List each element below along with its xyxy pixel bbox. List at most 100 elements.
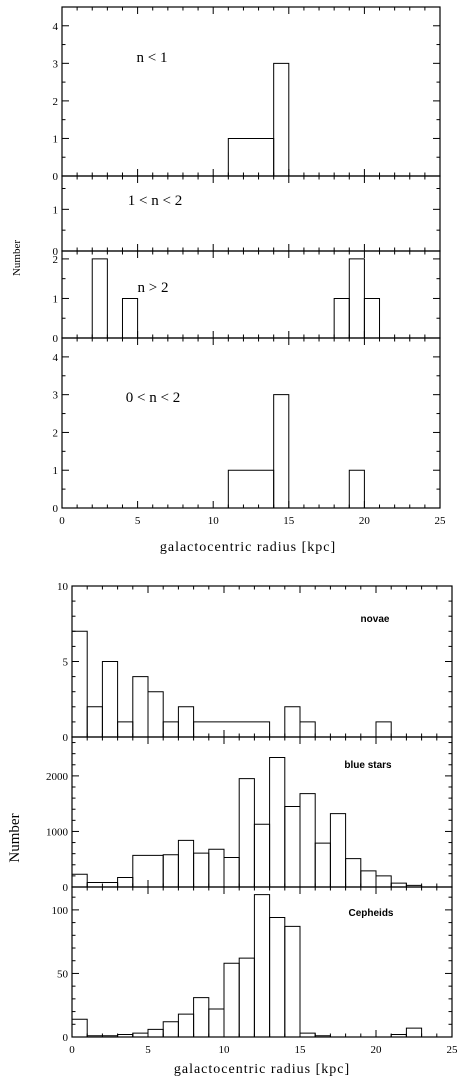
histogram-bar bbox=[299, 793, 316, 887]
panel-label: Cepheids bbox=[348, 908, 393, 919]
y-tick-label: 0 bbox=[53, 333, 59, 345]
histogram-bar bbox=[227, 469, 275, 508]
x-tick-label: 15 bbox=[295, 1044, 307, 1056]
panel-label: n > 2 bbox=[138, 280, 169, 296]
y-tick-label: 4 bbox=[53, 352, 59, 364]
y-tick-label: 2000 bbox=[46, 771, 69, 783]
x-tick-label: 5 bbox=[135, 515, 141, 527]
x-tick-label: 25 bbox=[447, 1044, 458, 1056]
histogram-bar bbox=[223, 962, 240, 1037]
histogram-bar bbox=[329, 813, 347, 887]
panel-frame bbox=[71, 585, 453, 738]
x-tick-label: 10 bbox=[219, 1044, 231, 1056]
histogram-bar bbox=[253, 823, 271, 887]
y-tick-label: 5 bbox=[63, 657, 69, 669]
y-tick-label: 2 bbox=[53, 96, 59, 108]
histogram-bar bbox=[193, 997, 210, 1037]
histogram-bar bbox=[284, 706, 301, 737]
x-tick-label: 0 bbox=[69, 1044, 75, 1056]
y-tick-label: 1 bbox=[53, 293, 59, 305]
histogram-bar bbox=[177, 839, 195, 887]
histogram-bar bbox=[147, 1028, 164, 1037]
y-tick-label: 100 bbox=[52, 905, 69, 917]
panel-frame bbox=[61, 337, 441, 509]
y-tick-label: 10 bbox=[57, 581, 69, 593]
histogram-bar bbox=[132, 676, 149, 737]
histogram-bar bbox=[71, 873, 88, 887]
histogram-bar bbox=[273, 62, 290, 176]
histogram-bar bbox=[193, 721, 271, 737]
y-tick-label: 0 bbox=[53, 503, 59, 515]
histogram-bar bbox=[375, 875, 392, 887]
histogram-bar bbox=[273, 394, 290, 508]
histogram-bar bbox=[314, 842, 331, 887]
histogram-bar bbox=[177, 706, 195, 737]
y-tick-label: 0 bbox=[53, 246, 59, 258]
histogram-bar bbox=[117, 877, 134, 887]
y-tick-label: 4 bbox=[53, 21, 59, 33]
histogram-bar bbox=[253, 894, 271, 1037]
histogram-bar bbox=[121, 297, 139, 338]
panel-frame bbox=[61, 175, 441, 252]
y-tick-label: 0 bbox=[63, 732, 69, 744]
histogram-bar bbox=[269, 917, 286, 1037]
x-tick-label: 0 bbox=[59, 515, 65, 527]
histogram-bar bbox=[299, 1032, 316, 1037]
histogram-bar bbox=[117, 721, 134, 737]
histogram-bar bbox=[208, 1008, 225, 1037]
histogram-bar bbox=[71, 1018, 88, 1037]
histogram-bar bbox=[238, 778, 255, 887]
histogram-bar bbox=[193, 852, 210, 887]
y-tick-label: 0 bbox=[63, 1032, 69, 1044]
histogram-bar bbox=[284, 925, 301, 1037]
histogram-bar bbox=[162, 721, 179, 737]
x-tick-label: 5 bbox=[145, 1044, 151, 1056]
histogram-bar bbox=[223, 857, 240, 887]
y-tick-label: 0 bbox=[63, 882, 69, 894]
panel-frame bbox=[71, 736, 453, 888]
y-tick-label: 3 bbox=[53, 390, 59, 402]
y-tick-label: 1 bbox=[53, 465, 59, 477]
panel-label: n < 1 bbox=[137, 50, 168, 66]
figure-a-ylabel: Number bbox=[11, 240, 23, 276]
figure-a-xlabel: galactocentric radius [kpc] bbox=[160, 540, 336, 555]
histogram-bar bbox=[299, 721, 316, 737]
histogram-bar bbox=[71, 630, 88, 737]
histogram-bar bbox=[333, 297, 350, 338]
panel-frame bbox=[71, 886, 453, 1038]
histogram-bar bbox=[348, 469, 365, 508]
histogram-bar bbox=[363, 297, 381, 338]
y-tick-label: 2 bbox=[53, 427, 59, 439]
histogram-bar bbox=[238, 957, 255, 1037]
panel-frame bbox=[61, 6, 441, 177]
panel-frame bbox=[61, 250, 441, 339]
histogram-bar bbox=[375, 721, 392, 737]
y-tick-label: 1000 bbox=[46, 826, 69, 838]
histogram-bar bbox=[86, 706, 103, 737]
x-tick-label: 15 bbox=[283, 515, 295, 527]
histogram-bar bbox=[405, 884, 423, 887]
x-tick-label: 20 bbox=[359, 515, 371, 527]
histogram-bar bbox=[314, 1035, 331, 1037]
histogram-bar bbox=[348, 258, 365, 338]
panel-label: novae bbox=[361, 614, 390, 625]
histogram-bar bbox=[91, 258, 108, 338]
histogram-bar bbox=[227, 137, 275, 176]
histogram-bar bbox=[162, 854, 179, 887]
y-tick-label: 50 bbox=[57, 968, 69, 980]
x-tick-label: 20 bbox=[371, 1044, 383, 1056]
histogram-bar bbox=[345, 858, 362, 887]
y-tick-label: 2 bbox=[53, 254, 59, 266]
histogram-bar bbox=[208, 848, 225, 887]
figure-b-ylabel: Number bbox=[7, 813, 23, 862]
histogram-bar bbox=[101, 661, 119, 737]
panel-label: 0 < n < 2 bbox=[126, 390, 180, 406]
x-tick-label: 10 bbox=[208, 515, 220, 527]
x-tick-label: 25 bbox=[435, 515, 447, 527]
histogram-bar bbox=[269, 757, 286, 887]
histogram-bar bbox=[405, 1027, 423, 1037]
histogram-bar bbox=[177, 1013, 195, 1037]
